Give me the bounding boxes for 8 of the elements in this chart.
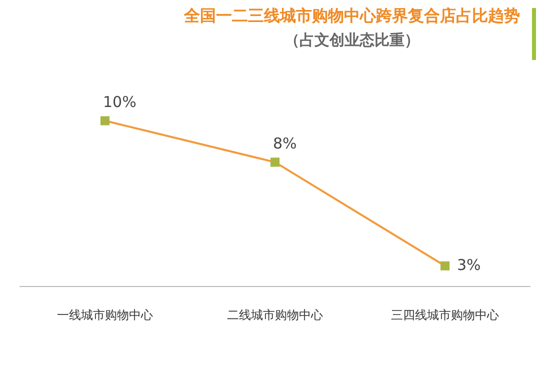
data-label: 8% (273, 134, 297, 153)
x-tick-label: 一线城市购物中心 (57, 308, 153, 322)
x-tick-label: 三四线城市购物中心 (391, 308, 499, 322)
data-label: 3% (457, 256, 481, 274)
chart-title: 全国一二三线城市购物中心跨界复合店占比趋势 (184, 6, 520, 27)
chart-subtitle: （占文创业态比重） (284, 31, 420, 50)
x-tick-label: 二线城市购物中心 (227, 308, 323, 322)
data-label: 10% (103, 93, 136, 112)
